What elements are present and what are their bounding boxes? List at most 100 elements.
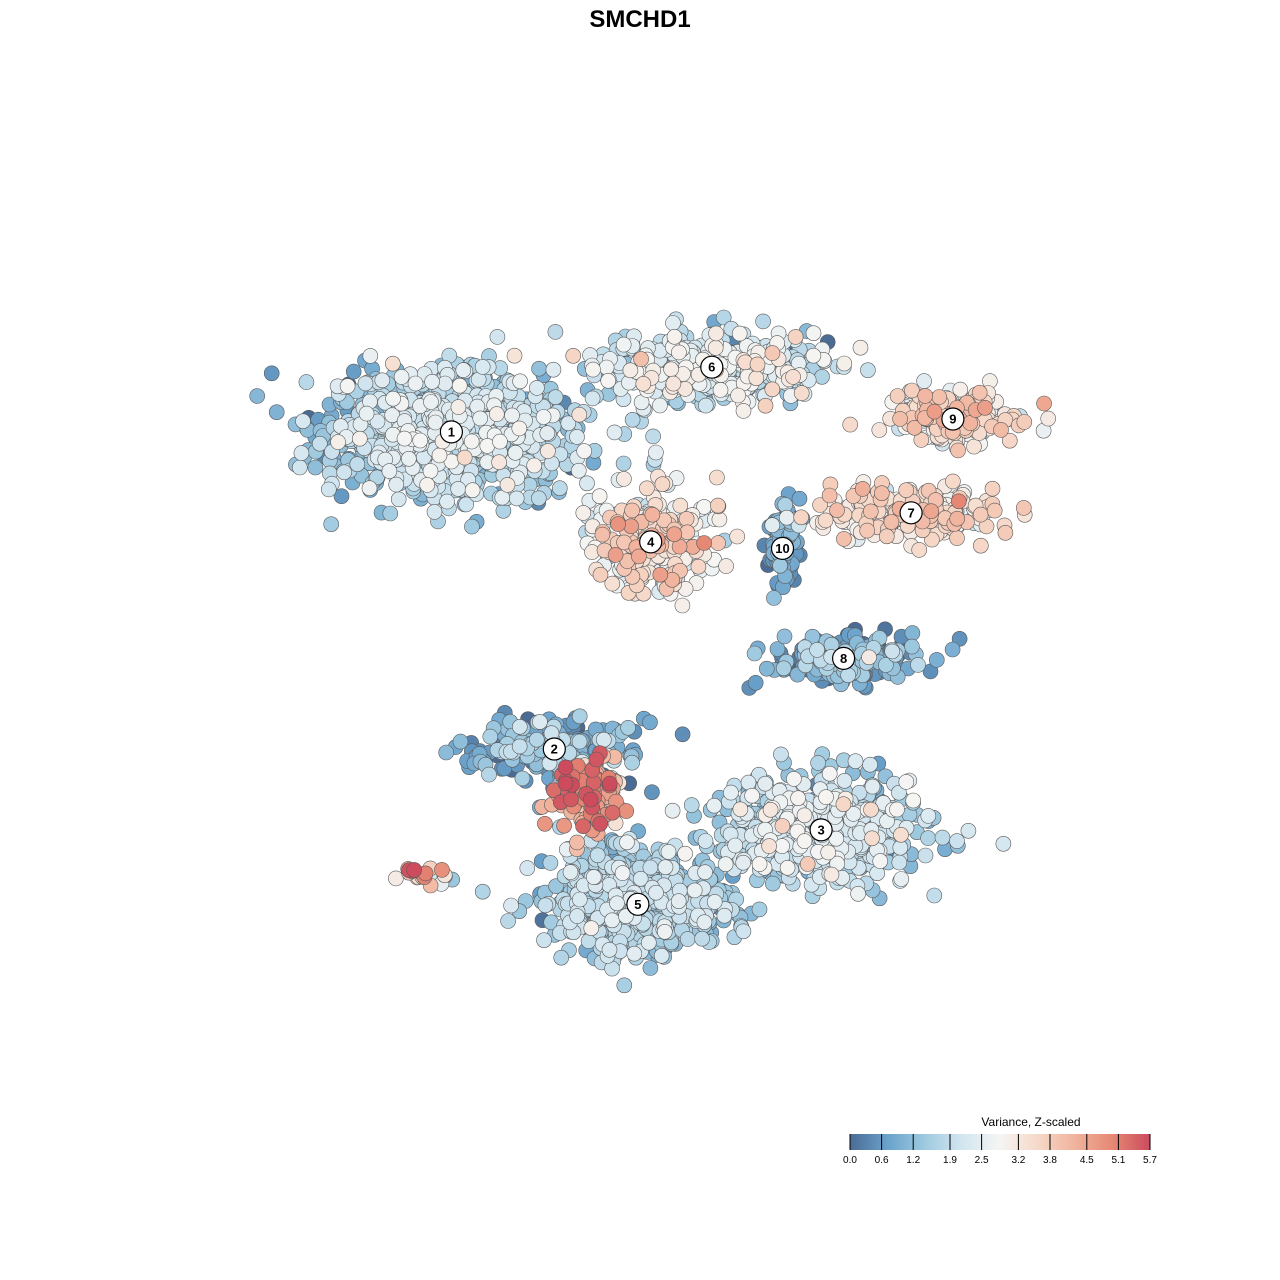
data-point [598, 359, 615, 376]
data-point [708, 325, 724, 342]
data-point [656, 923, 673, 940]
data-point [960, 822, 977, 839]
data-point [873, 485, 890, 502]
data-point [333, 488, 350, 505]
colorbar [850, 1134, 1150, 1150]
colorbar-tick-label: 0.0 [843, 1155, 857, 1166]
colorbar-tick-label: 5.7 [1143, 1155, 1157, 1166]
data-point [889, 801, 905, 818]
data-point [615, 455, 632, 472]
data-point [820, 844, 837, 861]
data-point [723, 784, 739, 801]
data-point [764, 517, 781, 534]
data-point [731, 325, 748, 342]
data-point [706, 797, 723, 814]
data-point [295, 413, 311, 430]
data-point [547, 324, 564, 340]
data-point [648, 884, 664, 901]
data-point [1040, 410, 1056, 427]
data-point [571, 733, 588, 750]
data-point [400, 450, 417, 467]
data-point [949, 530, 965, 546]
cluster-label-text: 6 [708, 360, 715, 375]
data-point [481, 766, 497, 783]
data-point [474, 359, 491, 375]
data-point [862, 503, 879, 520]
data-point [584, 390, 601, 407]
data-point [796, 807, 813, 824]
data-point [437, 375, 453, 392]
data-point [390, 491, 407, 508]
data-point [665, 315, 681, 331]
data-point [385, 390, 401, 407]
data-point [384, 355, 401, 372]
colorbar-tick-label: 0.6 [875, 1155, 889, 1166]
data-point [450, 481, 467, 497]
data-point [607, 547, 624, 563]
data-point [639, 480, 655, 497]
data-point [614, 865, 631, 881]
data-point [644, 784, 660, 801]
data-point [439, 493, 455, 510]
data-point [508, 490, 525, 507]
data-point [898, 482, 915, 499]
data-point [456, 449, 473, 466]
data-point [571, 406, 588, 423]
data-point [434, 862, 450, 878]
data-point [422, 463, 439, 479]
colorbar-tick-label: 3.2 [1011, 1155, 1025, 1166]
data-point [463, 433, 480, 450]
data-point [345, 363, 362, 380]
data-point [766, 590, 782, 606]
data-point [898, 774, 915, 790]
data-point [751, 856, 768, 872]
cluster-label-3: 3 [809, 818, 833, 842]
data-point [663, 361, 679, 378]
data-point [648, 444, 664, 461]
data-point [298, 374, 315, 390]
data-point [842, 416, 859, 433]
data-point [762, 801, 779, 818]
data-point [601, 941, 618, 958]
data-point [757, 397, 774, 414]
data-point [506, 347, 523, 364]
cluster-label-6: 6 [700, 355, 724, 379]
data-point [735, 923, 752, 940]
data-point [542, 855, 559, 871]
colorbar-tick-label: 5.1 [1111, 1155, 1125, 1166]
data-point [536, 932, 552, 949]
data-point [601, 775, 618, 792]
data-point [774, 818, 791, 834]
data-point [595, 731, 612, 748]
data-point [569, 429, 585, 445]
data-point [474, 883, 491, 900]
data-point [412, 432, 429, 449]
data-point [950, 442, 966, 459]
data-point [949, 510, 966, 527]
data-point [616, 977, 633, 994]
data-point [514, 770, 531, 787]
data-point [423, 394, 439, 410]
data-point [482, 728, 499, 745]
data-point [755, 313, 771, 330]
data-point [519, 860, 536, 876]
data-points [249, 309, 1056, 994]
data-point [916, 373, 932, 389]
data-point [1015, 500, 1032, 516]
data-point [592, 566, 609, 583]
data-point [829, 502, 845, 519]
data-point [864, 778, 881, 795]
data-point [860, 362, 876, 379]
data-point [652, 397, 668, 414]
data-point [809, 642, 825, 658]
cluster-label-text: 3 [817, 822, 824, 837]
data-point [660, 844, 677, 860]
data-point [666, 526, 683, 543]
data-point [616, 471, 632, 487]
data-point [678, 511, 695, 527]
data-point [666, 328, 683, 345]
data-point [758, 660, 775, 677]
data-point [690, 558, 707, 575]
data-point [623, 518, 639, 535]
data-point [761, 838, 777, 854]
